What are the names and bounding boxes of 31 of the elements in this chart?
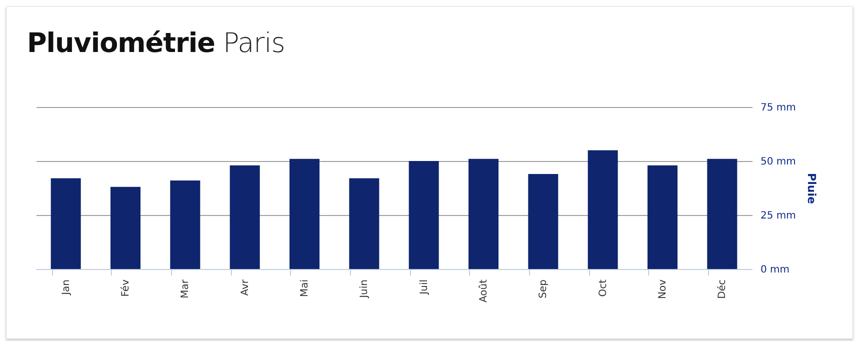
bar — [468, 158, 498, 269]
bar — [707, 158, 738, 269]
x-tick-label: Mar — [180, 278, 192, 298]
x-tick-label: Juin — [359, 280, 370, 299]
bar — [588, 150, 618, 269]
bar — [110, 186, 140, 269]
y2-axis-title: Pluie — [804, 173, 818, 204]
x-tick-label: Juil — [418, 280, 430, 296]
x-tick-label: Avr — [240, 278, 251, 296]
x-tick-label: Sep — [538, 280, 550, 298]
x-tick-label: Déc — [717, 280, 728, 299]
y2-tick-label: 25 mm — [760, 210, 796, 222]
bar — [230, 165, 260, 269]
x-tick-label: Jan — [60, 280, 72, 296]
bar — [648, 165, 678, 269]
bar — [290, 158, 320, 269]
bar — [349, 178, 380, 269]
bar — [408, 161, 439, 269]
bar — [50, 178, 81, 269]
y2-tick-label: 50 mm — [760, 156, 796, 168]
y2-tick-label: 75 mm — [760, 102, 796, 114]
x-tick-label: Oct — [598, 279, 609, 297]
bar — [528, 174, 558, 269]
x-tick-label: Août — [478, 279, 490, 303]
y2-tick-label: 0 mm — [760, 264, 790, 276]
bar — [170, 180, 200, 269]
x-tick-label: Mai — [300, 280, 310, 298]
chart-title: Pluviométrie — [27, 28, 215, 59]
chart-subtitle: Paris — [223, 28, 285, 59]
x-tick-label: Nov — [658, 279, 668, 300]
x-tick-label: Fév — [120, 279, 132, 297]
